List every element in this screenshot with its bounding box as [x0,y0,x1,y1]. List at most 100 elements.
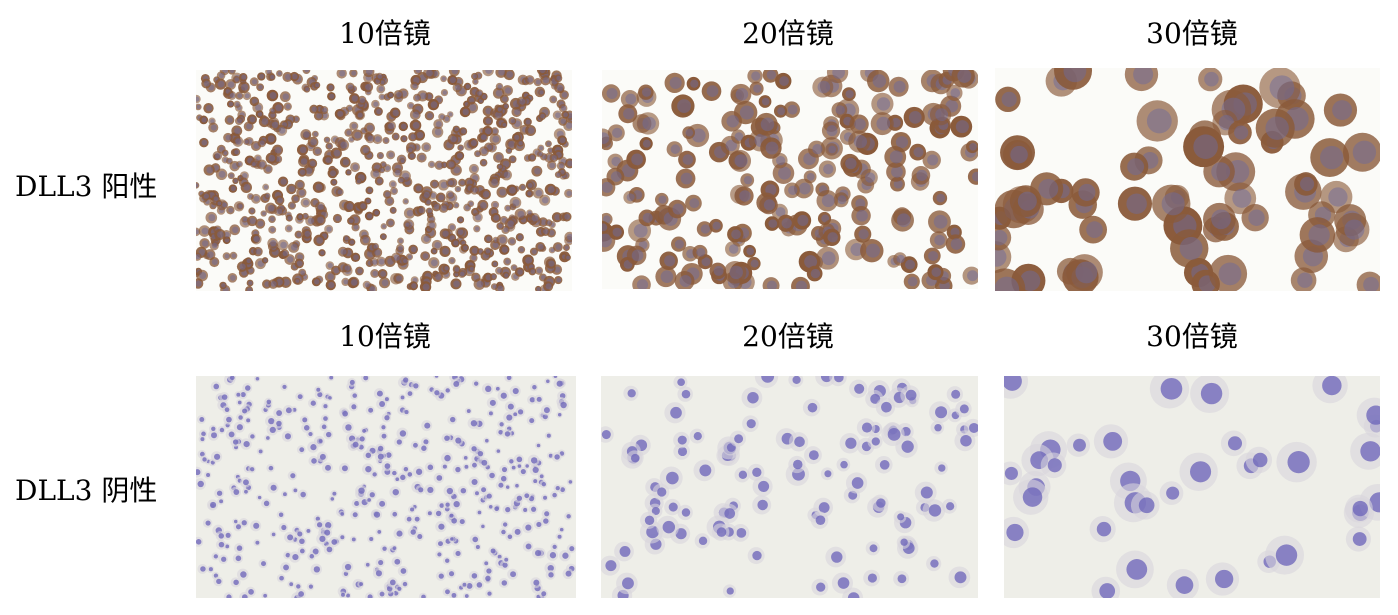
cell [390,509,399,519]
cell [659,466,683,490]
cell [518,183,527,191]
cell [269,107,276,114]
cell [328,495,336,503]
cell [554,171,562,179]
cell [475,448,485,459]
cell [443,386,452,395]
cell [458,127,468,136]
cell [223,414,234,425]
cell [544,183,557,196]
cell [236,399,243,406]
cell [262,183,270,191]
cell [518,466,528,477]
cell [297,546,307,556]
cell [313,81,321,89]
cell [551,452,562,462]
cell [266,89,279,102]
cell [239,72,248,82]
cell [462,463,470,471]
cell [196,103,202,111]
cell [754,112,778,136]
cell [523,462,531,470]
cell [614,541,634,562]
cell [884,146,907,168]
cell [499,464,509,475]
cell [217,497,225,505]
cell [1066,433,1091,457]
cell [469,185,480,195]
cell [228,184,238,193]
cell [322,462,333,474]
cell [723,261,747,284]
cell [236,568,249,581]
cell [308,455,319,467]
cell [204,471,212,479]
cell [272,144,284,156]
cell [867,433,883,449]
cell [351,129,363,141]
cell [265,152,277,164]
cell [196,182,200,189]
cell [1066,254,1103,291]
cell [408,132,418,142]
cell [313,234,325,247]
cell [199,137,209,148]
cell [478,132,489,143]
cell [747,463,765,481]
cell [804,446,822,465]
cell [355,110,364,120]
cell [482,70,494,77]
cell [246,279,254,287]
cell [261,498,272,509]
cell [230,577,241,588]
cell [601,555,620,576]
cell [955,400,972,418]
cell [741,387,763,409]
cell [365,496,373,504]
cell [305,215,316,227]
cell [308,398,318,408]
cell [601,426,614,443]
cell [243,138,250,145]
cell [375,443,386,454]
cell [874,455,893,474]
cell [232,553,243,564]
cell [288,241,300,253]
cell [963,418,978,438]
cell [372,208,381,217]
cell [236,160,243,168]
cell [534,394,544,404]
cell [388,180,397,189]
cell [227,70,236,75]
cell [888,76,909,97]
cell [297,167,307,177]
cell [696,221,713,237]
cell [312,146,323,157]
cell [330,147,342,159]
cell [345,104,354,112]
cell [836,457,851,472]
cell [773,104,788,118]
cell [227,376,237,382]
cell [249,160,257,168]
cell [1356,271,1380,291]
cell [849,379,868,398]
cell [376,151,384,160]
cell [554,275,563,285]
cell [286,183,297,195]
cell [632,275,651,289]
cell [511,526,523,538]
cell [400,135,408,143]
cell [1345,526,1371,552]
cell [399,157,406,165]
cell [291,194,300,203]
cell [316,437,324,445]
cell [911,166,931,185]
cell [245,286,254,291]
cell [225,79,236,90]
cell [400,580,409,589]
cell [426,220,437,231]
cell [561,211,572,222]
cell [264,192,271,200]
cell [505,138,517,151]
